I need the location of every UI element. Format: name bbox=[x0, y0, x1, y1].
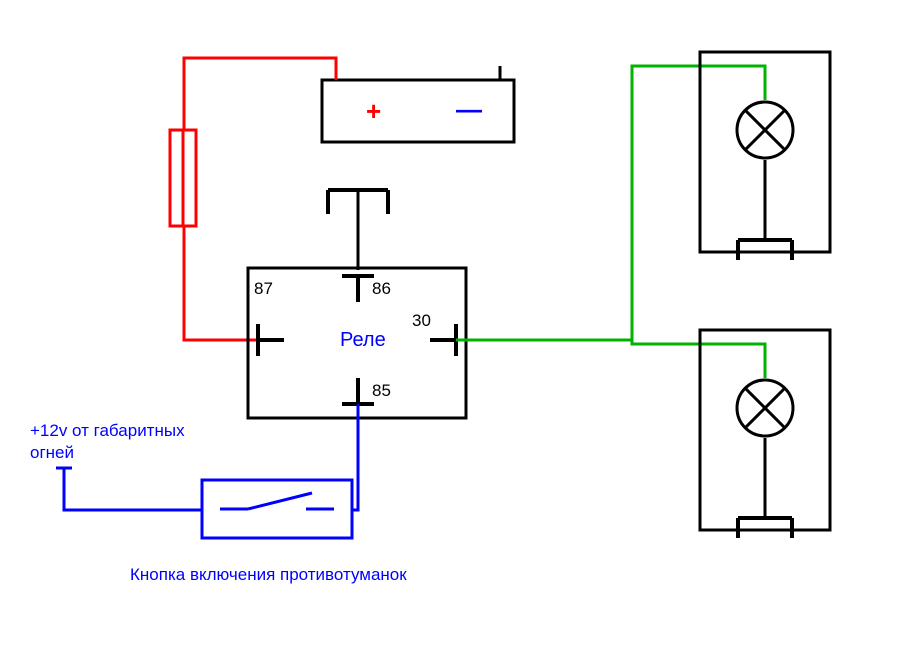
supply-label-line2: огней bbox=[30, 443, 74, 462]
relay-pin-30-label: 30 bbox=[412, 311, 431, 330]
battery-minus-label: — bbox=[456, 94, 482, 124]
switch-lever bbox=[248, 493, 312, 509]
switch-caption: Кнопка включения противотуманок bbox=[130, 565, 407, 584]
wire-control bbox=[64, 404, 358, 510]
supply-label-line1: +12v от габаритных bbox=[30, 421, 185, 440]
battery-box bbox=[322, 80, 514, 142]
relay-label: Реле bbox=[340, 329, 386, 351]
relay-pin-86-label: 86 bbox=[372, 279, 391, 298]
relay-pin-85-label: 85 bbox=[372, 381, 391, 400]
wiring-diagram: + — Реле 87 86 30 85 Кнопка включения противоту… bbox=[0, 0, 900, 650]
relay-pin-87-label: 87 bbox=[254, 279, 273, 298]
battery-plus-label: + bbox=[366, 96, 381, 126]
